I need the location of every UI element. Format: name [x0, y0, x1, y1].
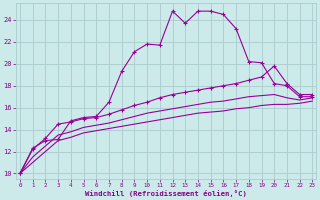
X-axis label: Windchill (Refroidissement éolien,°C): Windchill (Refroidissement éolien,°C) — [85, 190, 247, 197]
